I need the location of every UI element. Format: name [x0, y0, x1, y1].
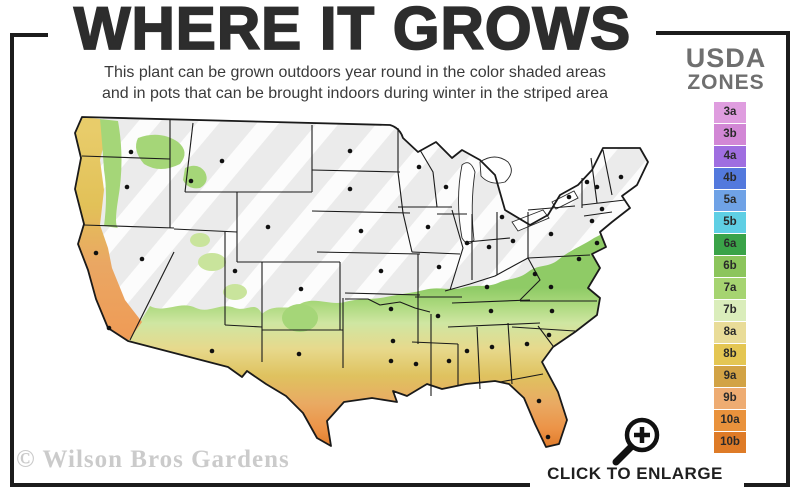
us-outline [74, 116, 649, 448]
frame-bottom-right-segment [744, 483, 790, 487]
zone-swatch-10a: 10a [714, 410, 746, 431]
legend-title-usda: USDA [685, 43, 767, 73]
click-to-enlarge-label[interactable]: CLICK TO ENLARGE [547, 464, 723, 483]
frame-right [786, 31, 790, 487]
subtitle-line-1: This plant can be grown outdoors year ro… [104, 64, 606, 81]
subtitle: This plant can be grown outdoors year ro… [55, 62, 655, 104]
subtitle-line-2: and in pots that can be brought indoors … [101, 85, 609, 102]
zone-swatch-5a: 5a [714, 190, 746, 211]
zone-swatch-7b: 7b [714, 300, 746, 321]
zone-swatch-4b: 4b [714, 168, 746, 189]
new-mexico-green-patch [282, 304, 318, 332]
nevada-green-patch [190, 233, 210, 247]
zone-swatch-9a: 9a [714, 366, 746, 387]
zone-swatch-9b: 9b [714, 388, 746, 409]
zone-swatch-7a: 7a [714, 278, 746, 299]
idaho-green-patch [183, 165, 207, 189]
city-dots [93, 148, 624, 440]
nw-inland-green-strip [100, 119, 122, 228]
utah-green-patch-2 [223, 284, 247, 300]
lake-erie [511, 209, 550, 232]
zone-swatch-6b: 6b [714, 256, 746, 277]
zone-swatch-5b: 5b [714, 212, 746, 233]
zone-swatch-8a: 8a [714, 322, 746, 343]
frame-left [10, 33, 14, 487]
state-borders [81, 120, 626, 396]
watermark: © Wilson Bros Gardens [16, 446, 290, 473]
usda-zones-list: 3a 3b 4a 4b 5a 5b 6a 6b 7a 7b 8a 8b 9a 9b 10a 10b [714, 102, 746, 454]
usda-zones-legend: USDA ZONES [668, 44, 784, 94]
great-lakes [458, 156, 579, 244]
legend-title-zones: ZONES [687, 71, 765, 94]
frame-top-left-segment [10, 33, 48, 37]
west-coast-strip [75, 117, 142, 341]
zone-swatch-10b: 10b [714, 432, 746, 453]
magnifier-plus-icon[interactable] [604, 410, 664, 468]
page-title: WHERE IT GROWS [73, 0, 632, 63]
frame-top-right-segment [656, 31, 790, 35]
utah-green-patch-1 [198, 253, 226, 271]
us-hardiness-zone-map[interactable] [50, 100, 665, 472]
zone-swatch-4a: 4a [714, 146, 746, 167]
lake-michigan [458, 162, 476, 244]
zone-swatch-6a: 6a [714, 234, 746, 255]
lake-ontario [551, 190, 579, 210]
eastern-wa-green-patch [136, 134, 185, 169]
lake-huron [479, 156, 512, 184]
zone-swatch-8b: 8b [714, 344, 746, 365]
zone-swatch-3b: 3b [714, 124, 746, 145]
map-fill-layers [75, 117, 648, 447]
frame-bottom-left-segment [10, 483, 530, 487]
zone-swatch-3a: 3a [714, 102, 746, 123]
